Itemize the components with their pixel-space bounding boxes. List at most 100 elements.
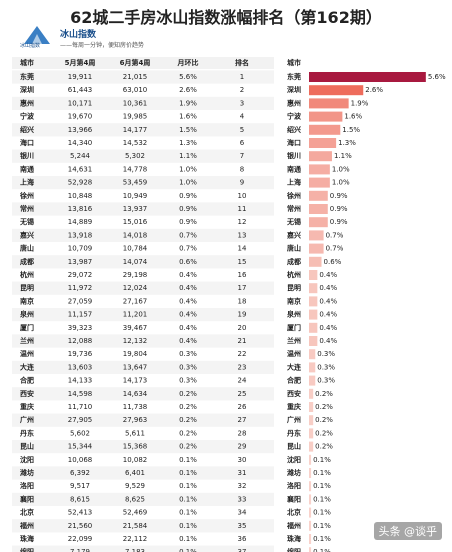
cell: 29,072: [68, 271, 93, 279]
cell: 14,074: [123, 258, 148, 266]
cell: 南通: [20, 164, 35, 173]
logo: [24, 26, 50, 44]
bar-value-label: 0.4%: [319, 311, 337, 319]
cell: 0.9%: [179, 192, 197, 200]
bar-value-label: 0.7%: [326, 231, 344, 239]
bar: [309, 164, 330, 175]
bar-category: 上海: [287, 178, 301, 187]
cell: 0.7%: [179, 231, 197, 239]
row-band: [12, 519, 274, 533]
cell: 17: [238, 284, 247, 292]
cell: 15,016: [123, 218, 148, 226]
cell: 11: [238, 205, 247, 213]
bar-value-label: 0.3%: [317, 363, 335, 371]
bar-category: 大连: [287, 362, 302, 371]
bar-category: 绵阳: [287, 547, 301, 552]
cell: 2.6%: [179, 86, 197, 94]
bar: [309, 243, 324, 254]
cell: 2: [240, 86, 244, 94]
cell: 13,816: [68, 205, 93, 213]
slogan: ——每周一分钟，便知房价趋势: [60, 42, 145, 49]
cell: 53,459: [123, 179, 148, 187]
bar: [309, 256, 322, 267]
cell: 16: [238, 271, 247, 279]
bar-category: 宁波: [287, 112, 302, 121]
bar: [309, 468, 312, 478]
cell: 13,918: [68, 231, 93, 239]
cell: 绵阳: [20, 547, 34, 552]
bar-value-label: 0.9%: [330, 218, 348, 226]
cell: 潍坊: [20, 468, 34, 477]
cell: 0.4%: [179, 324, 197, 332]
cell: 14: [238, 245, 247, 253]
row-band: [12, 440, 274, 454]
bar-value-label: 0.1%: [313, 509, 331, 517]
bar-value-label: 0.4%: [319, 324, 337, 332]
cell: 0.1%: [179, 456, 197, 464]
bar-value-label: 0.9%: [330, 192, 348, 200]
cell: 39,467: [123, 324, 148, 332]
bar: [309, 441, 314, 452]
bar-value-label: 1.6%: [344, 113, 362, 121]
bar: [309, 72, 426, 82]
bar-category: 昆明: [287, 283, 301, 292]
bar: [309, 283, 318, 294]
cell: 0.2%: [179, 429, 197, 437]
cell: 0.4%: [179, 311, 197, 319]
cell: 14,634: [123, 390, 148, 398]
bar: [309, 494, 312, 505]
bar-category: 成都: [287, 257, 301, 266]
cell: 21: [238, 337, 247, 345]
cell: 11,201: [123, 311, 148, 319]
cell: 32: [238, 482, 247, 490]
bar-value-label: 0.1%: [313, 482, 331, 490]
cell: 9: [240, 179, 244, 187]
cell: 厦门: [19, 323, 34, 332]
cell: 西安: [20, 389, 34, 398]
cell: 14,177: [123, 126, 148, 134]
cell: 36: [238, 535, 247, 543]
cell: 成都: [20, 257, 34, 266]
cell: 昆山: [20, 442, 34, 451]
cell: 1: [240, 73, 244, 81]
cell: 27,905: [68, 416, 93, 424]
row-band: [12, 413, 274, 427]
cell: 39,323: [68, 324, 93, 332]
bar-category: 兰州: [287, 336, 301, 345]
bar-value-label: 0.3%: [317, 350, 335, 358]
cell: 1.6%: [179, 113, 197, 121]
cell: 11,738: [123, 403, 148, 411]
bar-category: 合肥: [286, 376, 301, 385]
cell: 22,099: [68, 535, 93, 543]
logo-text: 冰山指数: [20, 43, 41, 49]
bar: [309, 534, 312, 544]
cell: 0.1%: [179, 495, 197, 503]
bar-category: 常州: [287, 204, 301, 213]
cell: 1.0%: [179, 165, 197, 173]
row-band: [12, 255, 274, 269]
cell: 1.3%: [179, 139, 197, 147]
cell: 1.0%: [179, 179, 197, 187]
cell: 12,024: [123, 284, 148, 292]
bar-category: 银川: [287, 151, 301, 160]
cell: 19,804: [123, 350, 148, 358]
cell: 10,361: [123, 99, 148, 107]
cell: 杭州: [20, 270, 34, 279]
cell: 24: [238, 377, 247, 385]
column-header: 月环比: [177, 58, 199, 67]
bar-category: 泉州: [287, 310, 301, 319]
cell: 1.1%: [179, 152, 197, 160]
cell: 13,647: [123, 363, 148, 371]
cell: 61,443: [68, 86, 93, 94]
bar-value-label: 1.0%: [332, 165, 350, 173]
cell: 大连: [20, 362, 35, 371]
column-header: 6月第4周: [120, 58, 151, 67]
cell: 5,302: [125, 152, 145, 160]
cell: 35: [238, 522, 247, 530]
bar-value-label: 1.9%: [351, 99, 369, 107]
title: 62城二手房冰山指数涨幅排名（第162期）: [70, 8, 382, 27]
cell: 6,392: [70, 469, 90, 477]
cell: 徐州: [19, 191, 34, 200]
bar-category: 徐州: [286, 191, 301, 200]
cell: 14,889: [68, 218, 93, 226]
